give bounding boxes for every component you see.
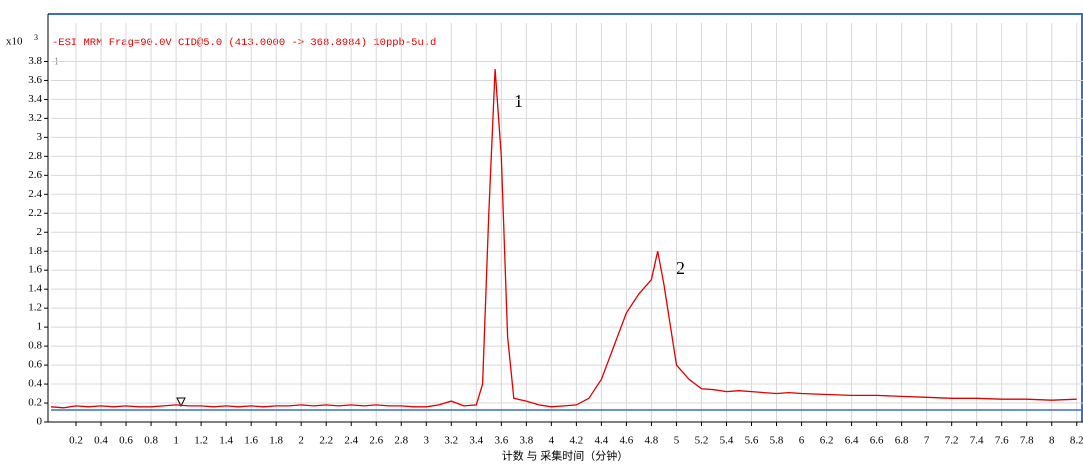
x-tick-label: 1.4	[219, 435, 233, 447]
x-tick-label: 4.2	[570, 435, 584, 447]
x-tick-label: 8	[1049, 435, 1055, 447]
baseline-marker	[176, 397, 186, 408]
x-tick-label: 1.6	[244, 435, 258, 447]
x-tick-label: 1.2	[194, 435, 208, 447]
x-tick-label: 0.4	[94, 435, 108, 447]
y-tick-label: 1.6	[28, 264, 42, 276]
x-tick-label: 7	[924, 435, 930, 447]
y-tick-label: 1.4	[28, 283, 42, 295]
x-tick-label: 7.4	[970, 435, 984, 447]
y-unit: x10	[6, 36, 23, 48]
y-tick-label: 0.2	[28, 397, 42, 409]
x-tick-label: 6	[799, 435, 805, 447]
trace	[50, 69, 1077, 409]
x-tick-label: 1.8	[269, 435, 283, 447]
y-tick-label: 3.6	[28, 74, 42, 86]
x-tick-label: 3.2	[444, 435, 458, 447]
x-tick-label: 5.4	[720, 435, 734, 447]
y-tick-label: 3	[37, 131, 43, 143]
x-tick-label: 7.6	[995, 435, 1009, 447]
x-axis-label: 计数 与 采集时间（分钟）	[502, 449, 629, 463]
x-tick-label: 4.8	[645, 435, 659, 447]
y-tick-label: 3.4	[28, 93, 42, 105]
x-tick-label: 2.4	[344, 435, 358, 447]
y-tick-label: 2.2	[28, 207, 42, 219]
chart-title: -ESI MRM Frag=90.0V CID@5.0 (413.0000 ->…	[52, 37, 436, 49]
x-tick-label: 6.8	[895, 435, 909, 447]
x-tick-label: 4	[549, 435, 555, 447]
x-tick-label: 2	[298, 435, 304, 447]
y-unit-exponent: 3	[34, 33, 38, 42]
y-tick-label: 3.2	[28, 112, 42, 124]
x-tick-label: 7.8	[1020, 435, 1034, 447]
y-tick-label: 2	[37, 226, 43, 238]
x-tick-label: 6.6	[870, 435, 884, 447]
x-tick-label: 3	[424, 435, 430, 447]
x-tick-label: 5	[674, 435, 680, 447]
y-tick-label: 1	[37, 321, 43, 333]
y-tick-label: 0.8	[28, 340, 42, 352]
x-tick-label: 0.6	[119, 435, 133, 447]
x-tick-label: 5.2	[695, 435, 709, 447]
x-tick-label: 6.2	[820, 435, 834, 447]
x-tick-label: 3.4	[469, 435, 483, 447]
x-tick-label: 2.8	[394, 435, 408, 447]
y-tick-label: 2.4	[28, 188, 42, 200]
x-tick-label: 5.8	[770, 435, 784, 447]
x-tick-label: 1	[173, 435, 179, 447]
y-tick-label: 0.6	[28, 359, 42, 371]
x-tick-label: 0.2	[69, 435, 83, 447]
x-tick-label: 5.6	[745, 435, 759, 447]
peak-annotation: 1	[514, 91, 523, 111]
x-tick-label: 7.2	[945, 435, 959, 447]
y-tick-label: 0.4	[28, 378, 42, 390]
peak-annotation: 2	[676, 258, 685, 278]
x-tick-label: 0.8	[144, 435, 158, 447]
x-tick-label: 4.6	[620, 435, 634, 447]
x-tick-label: 4.4	[595, 435, 609, 447]
x-tick-label: 3.8	[519, 435, 533, 447]
x-tick-label: 8.2	[1070, 435, 1083, 447]
y-tick-label: 1.2	[28, 302, 42, 314]
y-tick-label: 3.8	[28, 55, 42, 67]
x-tick-label: 2.6	[369, 435, 383, 447]
x-tick-label: 3.6	[494, 435, 508, 447]
x-tick-label: 2.2	[319, 435, 333, 447]
y-tick-label: 2.6	[28, 169, 42, 181]
y-tick-label: 2.8	[28, 150, 42, 162]
y-tick-label: 0	[37, 416, 43, 428]
x-tick-label: 6.4	[845, 435, 859, 447]
y-tick-label: 1.8	[28, 245, 42, 257]
